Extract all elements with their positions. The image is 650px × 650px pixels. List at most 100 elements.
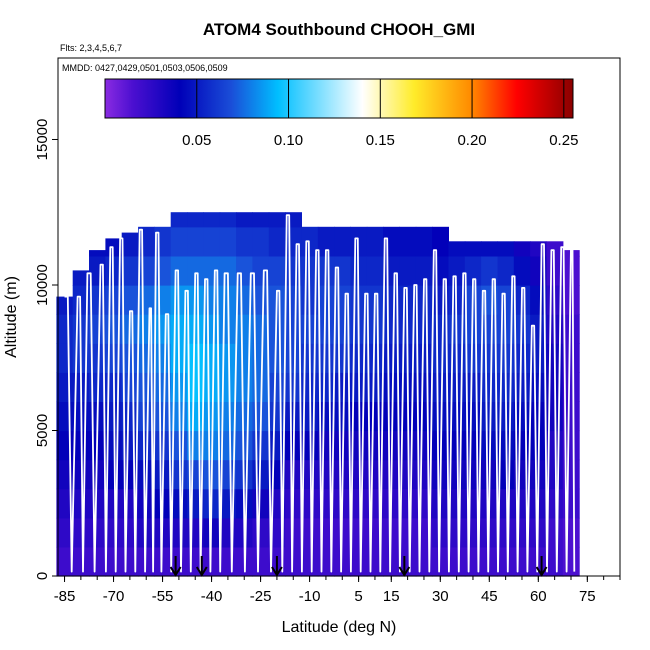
heatmap-cell (252, 285, 270, 315)
heatmap-cell (464, 241, 482, 257)
heatmap-cell (236, 459, 253, 490)
heatmap-cell (366, 226, 384, 257)
colorbar-tick-label: 0.05 (182, 132, 211, 149)
heatmap-cell (366, 255, 384, 286)
colorbar (104, 78, 574, 119)
arrow-head (535, 566, 548, 577)
heatmap-cell (56, 343, 74, 373)
heatmap-cell (187, 212, 204, 228)
heatmap-cell (530, 546, 547, 577)
heatmap-cell (350, 226, 368, 257)
heatmap-cell (56, 401, 74, 432)
x-tick-label: -10 (299, 588, 321, 605)
heatmap-cell (121, 232, 139, 257)
heatmap-cell (72, 488, 90, 519)
heatmap-cell (236, 401, 253, 432)
heatmap-cell (562, 546, 580, 577)
heatmap-cell (187, 226, 204, 257)
heatmap-cell (317, 314, 335, 344)
heatmap-cell (170, 517, 188, 548)
heatmap-cell (285, 546, 302, 577)
heatmap-cell (350, 546, 368, 577)
heatmap-cell (432, 226, 449, 257)
heatmap-cell (56, 372, 74, 402)
heatmap-cell (170, 212, 188, 228)
heatmap-cell (366, 343, 384, 373)
heatmap-cell (56, 314, 74, 344)
heatmap-cell (268, 372, 286, 402)
ground-arrows (169, 556, 548, 577)
heatmap-cell (268, 401, 286, 432)
heatmap-cell (89, 285, 106, 315)
heatmap-cell (56, 459, 74, 490)
heatmap-cell (219, 459, 237, 490)
heatmap-cell (72, 270, 90, 286)
heatmap-cell (415, 343, 433, 373)
heatmap-cell (89, 488, 106, 519)
dates-note: MMDD: 0427,0429,0501,0503,0506,0509 (62, 63, 228, 73)
heatmap-cell (89, 343, 106, 373)
heatmap-cell (513, 255, 531, 286)
heatmap-cell (121, 285, 139, 315)
x-tick-label: 75 (579, 588, 596, 605)
heatmap-cell (203, 255, 221, 286)
heatmap-cell (350, 488, 368, 519)
heatmap-cell (513, 241, 531, 257)
x-tick-label: 15 (383, 588, 400, 605)
heatmap-cell (268, 255, 286, 286)
heatmap-cell (138, 546, 155, 577)
heatmap-cell (138, 343, 155, 373)
heatmap-cell (481, 401, 498, 432)
heatmap-cell (252, 226, 270, 257)
arrow-head (195, 566, 208, 577)
heatmap-cell (138, 285, 155, 315)
heatmap-cell (268, 314, 286, 344)
x-axis-label: Latitude (deg N) (282, 619, 397, 636)
heatmap-cell (513, 343, 531, 373)
heatmap-cell (105, 488, 123, 519)
heatmap-cell (154, 372, 172, 402)
arrow-head (398, 566, 411, 577)
heatmap-cell (366, 314, 384, 344)
heatmap-cell (268, 226, 286, 257)
heatmap-cell (317, 343, 335, 373)
x-tick-label: 60 (530, 588, 547, 605)
x-tick-label: 45 (481, 588, 498, 605)
heatmap-cell (432, 401, 449, 432)
arrow-head (271, 566, 283, 577)
heatmap-cell (170, 488, 188, 519)
chart-title: ATOM4 Southbound CHOOH_GMI (203, 20, 475, 39)
heatmap-cell (285, 343, 302, 373)
heatmap-cell (268, 212, 286, 228)
colorbar-tick-label: 0.20 (457, 132, 486, 149)
heatmap-cell (89, 517, 106, 548)
heatmap-cell (481, 546, 498, 577)
heatmap-cell (301, 517, 319, 548)
heatmap-cell (432, 372, 449, 402)
heatmap-cell (187, 314, 204, 344)
heatmap-cell (317, 285, 335, 315)
heatmap-cell (546, 546, 564, 577)
heatmap-cell (56, 488, 74, 519)
heatmap-cell (89, 250, 106, 257)
y-tick-label: 5000 (34, 414, 51, 447)
heatmap-cell (334, 372, 351, 402)
heatmap-cell (366, 372, 384, 402)
heatmap-cell (530, 285, 547, 315)
heatmap-cell (236, 343, 253, 373)
heatmap-cell (415, 372, 433, 402)
heatmap-cell (334, 255, 351, 286)
heatmap-cell (138, 255, 155, 286)
heatmap-cell (448, 517, 466, 548)
heatmap-cell (252, 488, 270, 519)
heatmap-cell (415, 314, 433, 344)
flight-track-line (64, 214, 576, 573)
heatmap-cell (105, 517, 123, 548)
colorbar-tick-label: 0.25 (549, 132, 578, 149)
y-axis-label: Altitude (m) (3, 276, 20, 358)
heatmap-cell (219, 226, 237, 257)
y-tick-label: 15000 (34, 119, 51, 161)
heatmap-cell (105, 459, 123, 490)
heatmap-cell (252, 314, 270, 344)
